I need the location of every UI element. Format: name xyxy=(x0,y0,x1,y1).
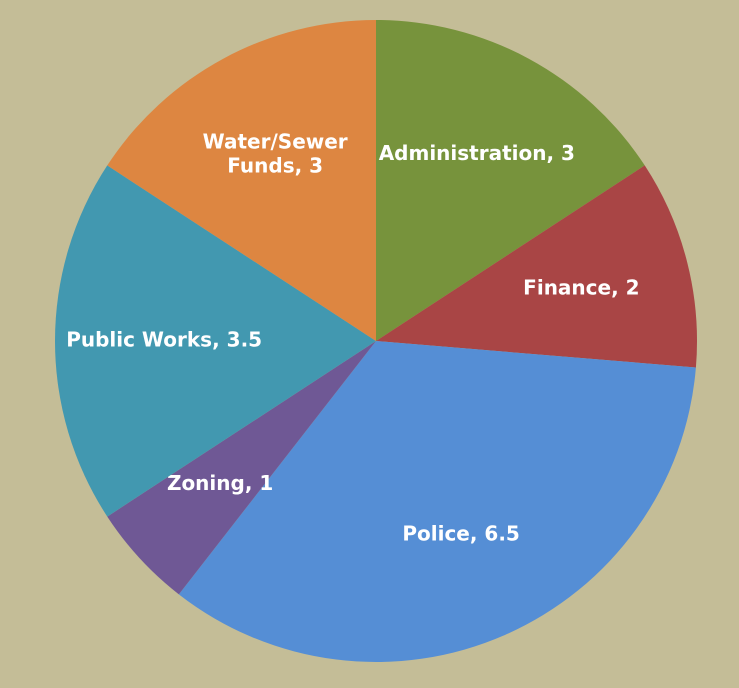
data-label: Police, 6.5 xyxy=(402,522,520,546)
data-label: Water/Sewer Funds, 3 xyxy=(203,129,348,177)
pie-slice xyxy=(178,341,696,662)
data-label: Public Works, 3.5 xyxy=(66,328,262,352)
data-label: Zoning, 1 xyxy=(167,471,273,495)
data-label: Finance, 2 xyxy=(523,275,639,299)
pie-slice xyxy=(107,19,376,341)
data-label-line: Water/Sewer xyxy=(203,129,348,153)
data-label-line: Funds, 3 xyxy=(227,153,323,177)
data-label: Administration, 3 xyxy=(379,141,575,165)
pie-slice xyxy=(107,341,376,595)
pie-slice xyxy=(376,20,645,341)
pie-slice xyxy=(376,165,697,368)
pie-slice xyxy=(54,165,376,517)
